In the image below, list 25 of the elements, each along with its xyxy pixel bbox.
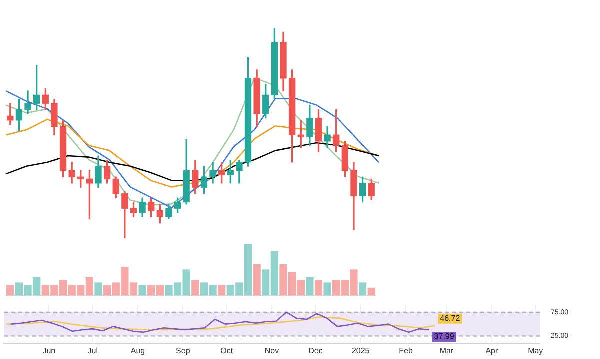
data-label: 46.72 [440, 314, 461, 324]
bar [368, 288, 376, 296]
bar [324, 282, 332, 296]
x-tick-label: Feb [399, 346, 414, 356]
x-tick-label: Jun [42, 346, 56, 356]
x-tick-label: 2025 [352, 346, 370, 356]
bar [138, 285, 146, 296]
x-tick-label: Nov [264, 346, 280, 356]
bar [306, 277, 314, 296]
bar [218, 285, 226, 296]
bar [358, 282, 367, 296]
x-tick-label: Jul [88, 346, 98, 356]
bar [314, 280, 323, 296]
bar [192, 280, 200, 296]
x-tick-label: Dec [308, 346, 323, 356]
bar [253, 264, 261, 296]
bar [6, 285, 14, 296]
data-label: 37.99 [434, 332, 455, 342]
x-tick-label: Sep [176, 346, 191, 356]
bar [94, 282, 102, 296]
x-tick-label: Mar [440, 346, 454, 356]
x-tick-label: Aug [130, 346, 146, 356]
x-tick-label: May [528, 346, 544, 356]
x-tick-label: Oct [220, 346, 234, 356]
x-tick-label: Apr [486, 346, 498, 356]
